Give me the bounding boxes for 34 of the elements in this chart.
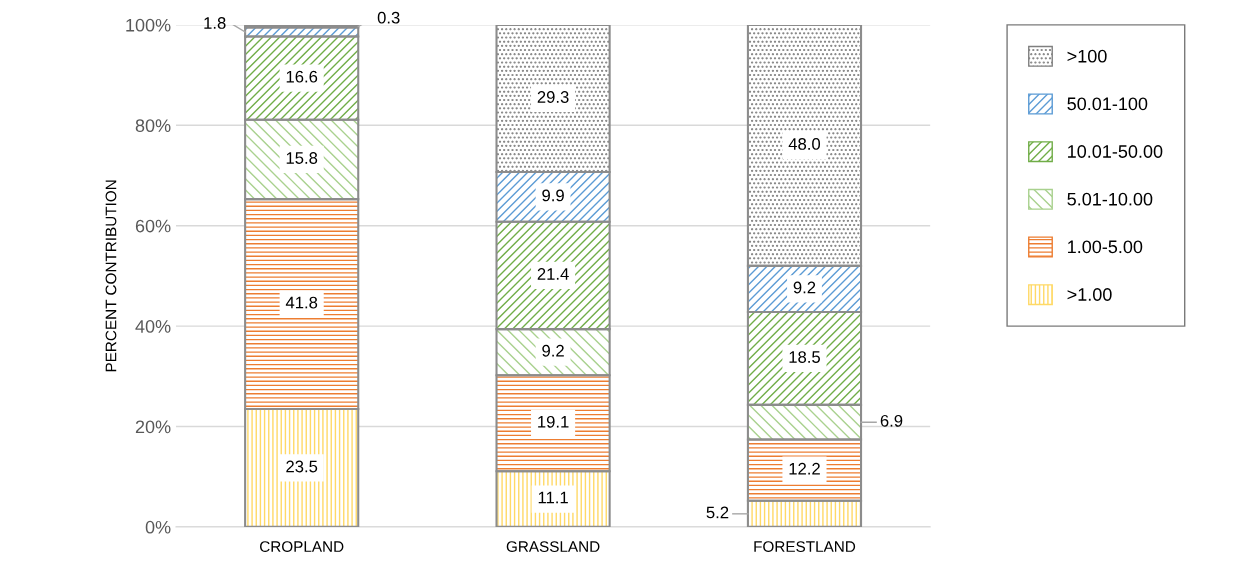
data-label: 16.6: [286, 70, 318, 83]
data-label: 12.2: [789, 462, 820, 475]
legend-label: >1.00: [1067, 288, 1112, 301]
data-label: 29.3: [537, 91, 569, 103]
y-tick-label: 0%: [145, 520, 171, 534]
data-label: 6.9: [880, 414, 903, 427]
data-label: 11.1: [538, 491, 568, 504]
legend-label: 10.01-50.00: [1068, 145, 1163, 158]
data-label: 41.8: [285, 296, 318, 309]
data-label: 9.2: [793, 281, 816, 294]
x-tick-label: FORESTLAND: [754, 541, 856, 552]
data-label: 9.2: [542, 344, 564, 357]
data-label: 0.3: [377, 11, 400, 24]
y-tick-label: 60%: [135, 219, 171, 233]
y-tick-label: 20%: [135, 420, 171, 434]
data-label: 5.2: [706, 506, 729, 519]
data-label: 9.9: [542, 189, 564, 202]
y-tick-label: 40%: [135, 320, 171, 333]
y-tick-label: 100%: [126, 18, 171, 32]
data-label: 18.5: [789, 351, 820, 363]
y-tick-label: 80%: [135, 119, 171, 133]
x-tick-label: CROPLAND: [260, 541, 344, 552]
data-label: 48.0: [788, 138, 821, 150]
data-label: 23.5: [286, 460, 318, 473]
legend-label: 50.01-100: [1067, 97, 1148, 111]
legend-label: 1.00-5.00: [1068, 240, 1143, 254]
x-tick-label: GRASSLAND: [506, 541, 600, 552]
data-label: 1.8: [204, 17, 226, 29]
data-label: 21.4: [537, 268, 569, 280]
data-label: 19.1: [538, 415, 569, 428]
legend-label: 5.01-10.00: [1067, 192, 1153, 206]
y-axis-title: PERCENT CONTRIBUTION: [105, 180, 117, 372]
data-label: 15.8: [286, 152, 318, 164]
legend-label: >100: [1067, 49, 1107, 63]
